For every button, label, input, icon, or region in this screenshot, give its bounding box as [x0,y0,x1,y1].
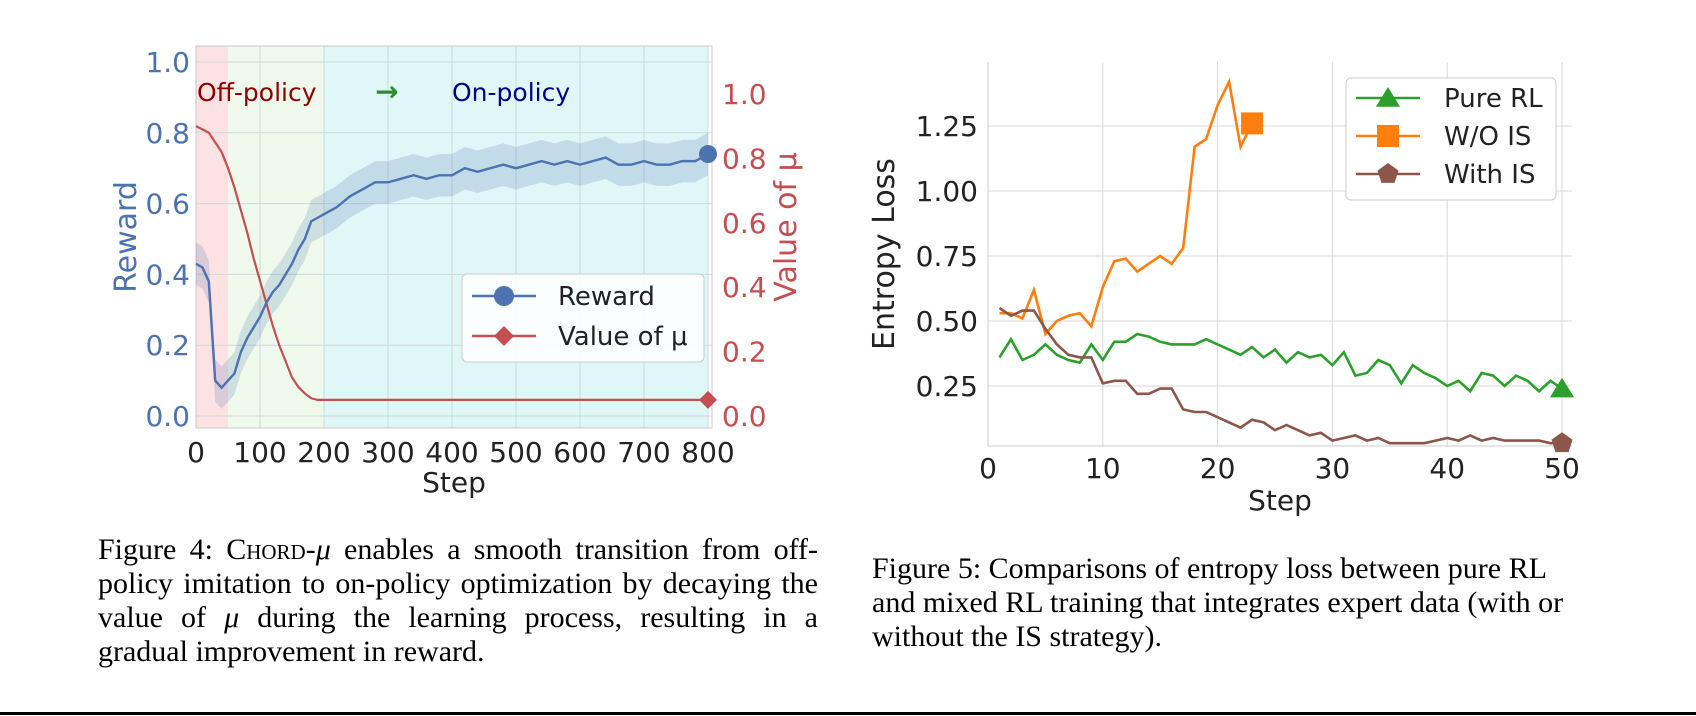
x-tick-label: 0 [979,452,997,485]
x-tick-label: 500 [489,436,542,469]
legend: Reward Value of μ [461,273,705,363]
caption-4-text-2: during the learning process, resulting i… [98,601,818,668]
y-tick-label: 0.4 [145,258,190,291]
x-tick-label: 800 [681,436,734,469]
series-with-is-end-marker [1551,432,1573,453]
reward-band [196,132,708,409]
y-right-axis-label: Value of μ [769,152,804,301]
x-tick-label: 100 [233,436,286,469]
figure-4-caption: Figure 4: Chord-μ enables a smooth trans… [98,533,818,669]
y-tick-label: 0.75 [916,240,978,273]
x-tick-label: 600 [553,436,606,469]
on-policy-annotation: On-policy [452,78,570,107]
x-tick-label: 300 [361,436,414,469]
y-right-tick-label: 1.0 [722,78,767,111]
y-right-tick-label: 0.6 [722,207,767,240]
y-right-tick-label: 0.2 [722,336,767,369]
bottom-rule [0,712,1696,715]
phase-region-1 [228,46,324,428]
y-axis-label: Reward [109,181,144,293]
y-axis-label: Entropy Loss [867,158,902,350]
off-policy-annotation: Off-policy [197,78,317,107]
x-tick-label: 200 [297,436,350,469]
caption-4-mu-2: μ [224,601,240,634]
series-w-o-is-end-marker [1241,112,1264,135]
caption-4-method-name: Chord [226,533,306,566]
x-tick-label: 40 [1429,452,1465,485]
legend-label-0: Pure RL [1444,84,1543,114]
y-tick-label: 0.2 [145,329,190,362]
figure-4-chart: 0.0 0.2 0.4 0.6 0.8 1.0 0.0 0.2 0.4 0.6 0.8 1.0 0 100… [109,45,804,499]
plot-frame [195,45,713,429]
figure-5-caption: Figure 5: Comparisons of entropy loss be… [872,552,1564,653]
arrow-annotation: → [375,75,398,108]
series-w-o-is-line [999,77,1254,337]
y-tick-label: 1.25 [916,110,978,143]
y-tick-label: 0.8 [145,117,190,150]
legend-label-0: Reward [558,282,655,312]
series-reward-line [195,152,709,390]
caption-4-dash: - [305,533,316,566]
x-axis-label: Step [1248,484,1312,517]
series-reward-end-marker [699,145,717,164]
x-tick-label: 400 [425,436,478,469]
series-mu-line [195,125,708,401]
series-with-is-line [998,306,1562,445]
y-right-tick-label: 0.0 [722,400,767,433]
x-tick-label: 50 [1544,452,1580,485]
x-tick-label: 10 [1085,452,1121,485]
x-tick-label: 20 [1200,452,1236,485]
x-tick-label: 700 [617,436,670,469]
y-tick-label: 0.0 [145,400,190,433]
legend-marker-1 [1377,125,1399,147]
x-tick-label: 30 [1315,452,1351,485]
y-right-tick-label: 0.4 [722,271,767,304]
phase-region-0 [196,46,228,428]
x-tick-label: 0 [187,436,205,469]
y-right-tick-label: 0.8 [722,142,767,175]
x-axis-label: Step [422,466,486,499]
y-tick-label: 0.25 [916,370,978,403]
caption-4-label: Figure 4: [98,533,227,566]
legend-label-1: Value of μ [558,322,688,352]
legend-box [1345,77,1557,201]
legend-label-2: With IS [1444,160,1535,190]
y-tick-label: 1.0 [145,46,190,79]
legend-label-1: W/O IS [1444,122,1531,152]
legend-marker-0 [1375,87,1401,107]
series-pure-rl-end-marker [1549,377,1575,398]
caption-4-mu: μ [315,533,331,566]
y-tick-label: 1.00 [916,175,978,208]
y-tick-label: 0.50 [916,305,978,338]
legend: Pure RL W/O IS With IS [1345,77,1557,201]
figure-5-chart: 0.25 0.50 0.75 1.00 1.25 0 10 20 30 40 50 Step Entro… [867,62,1580,517]
legend-marker-0 [494,286,514,306]
legend-marker-2 [1377,163,1399,183]
series-pure-rl-line [998,332,1563,394]
legend-marker-1 [494,326,514,346]
y-tick-label: 0.6 [145,188,190,221]
series-mu-end-marker [699,390,717,409]
caption-4-text: enables a smooth transition from off-pol… [98,533,818,634]
